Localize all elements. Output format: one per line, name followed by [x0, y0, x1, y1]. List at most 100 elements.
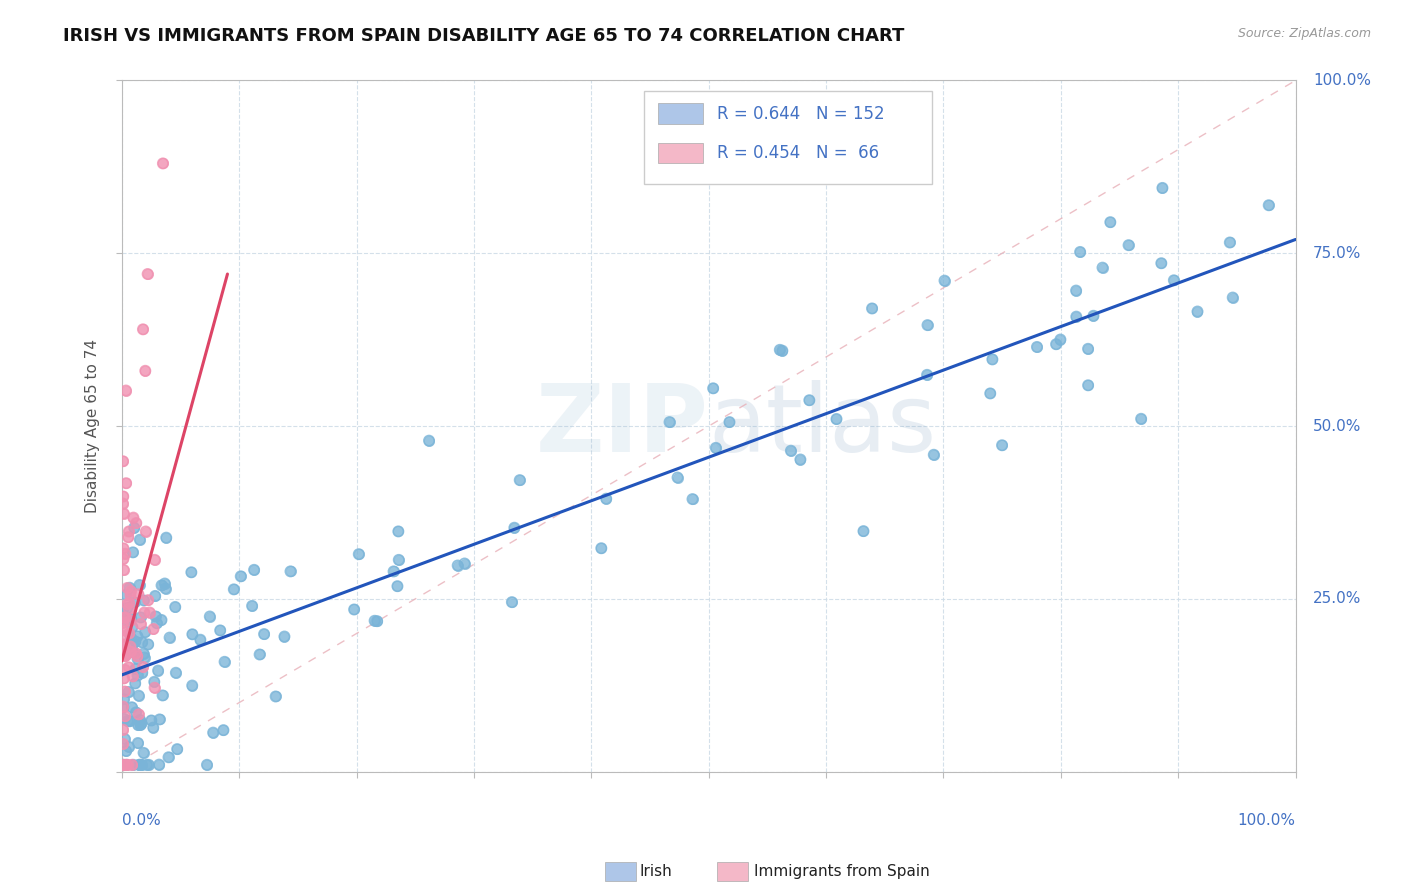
- Point: [240, 599, 263, 613]
- Point: [143, 589, 166, 603]
- Point: [150, 613, 173, 627]
- Point: [131, 716, 153, 731]
- Point: [509, 473, 531, 487]
- Point: [453, 557, 475, 571]
- Point: [273, 630, 295, 644]
- Point: [121, 669, 143, 683]
- Text: R = 0.454   N =  66: R = 0.454 N = 66: [717, 145, 879, 162]
- Point: [111, 757, 134, 772]
- Point: [118, 626, 141, 640]
- Point: [115, 597, 138, 611]
- Point: [1222, 291, 1244, 305]
- Point: [202, 725, 225, 739]
- Point: [1219, 235, 1241, 250]
- Point: [121, 645, 143, 659]
- Point: [121, 645, 143, 659]
- Point: [127, 718, 149, 732]
- Point: [142, 622, 165, 636]
- Point: [363, 614, 385, 628]
- Point: [112, 637, 135, 651]
- Point: [125, 647, 148, 661]
- Point: [125, 706, 148, 720]
- Point: [150, 578, 173, 592]
- Point: [121, 669, 143, 683]
- Point: [112, 692, 135, 706]
- Point: [1066, 310, 1088, 324]
- Point: [1064, 284, 1087, 298]
- Point: [127, 649, 149, 664]
- Point: [114, 610, 136, 624]
- Point: [114, 649, 136, 664]
- Point: [117, 714, 139, 728]
- Point: [1150, 256, 1173, 270]
- Point: [122, 757, 145, 772]
- Point: [148, 713, 170, 727]
- Point: [120, 614, 142, 628]
- Point: [143, 589, 166, 603]
- Point: [666, 470, 689, 484]
- Point: [115, 384, 138, 398]
- Point: [280, 565, 302, 579]
- Text: 25.0%: 25.0%: [1313, 591, 1361, 607]
- Point: [128, 757, 150, 772]
- Point: [128, 533, 150, 547]
- Point: [135, 757, 157, 772]
- Point: [155, 531, 177, 545]
- Point: [120, 631, 142, 645]
- Point: [114, 731, 136, 746]
- Point: [136, 593, 159, 607]
- Point: [129, 718, 152, 732]
- Point: [799, 393, 821, 408]
- Point: [128, 757, 150, 772]
- Point: [127, 736, 149, 750]
- Point: [1099, 215, 1122, 229]
- Point: [122, 521, 145, 535]
- Point: [155, 582, 177, 596]
- Point: [166, 742, 188, 756]
- Point: [1069, 244, 1091, 259]
- Point: [770, 343, 793, 358]
- Point: [136, 267, 159, 281]
- Point: [595, 491, 617, 506]
- Point: [122, 510, 145, 524]
- Point: [111, 699, 134, 714]
- Point: [501, 595, 523, 609]
- Point: [121, 700, 143, 714]
- Point: [138, 757, 160, 772]
- Point: [447, 558, 470, 573]
- Point: [180, 566, 202, 580]
- Point: [112, 700, 135, 714]
- Point: [111, 723, 134, 737]
- Text: 75.0%: 75.0%: [1313, 246, 1361, 260]
- FancyBboxPatch shape: [644, 91, 932, 184]
- Point: [135, 757, 157, 772]
- Point: [111, 737, 134, 751]
- Point: [111, 615, 134, 630]
- Point: [1026, 340, 1049, 354]
- Point: [129, 757, 152, 772]
- Point: [387, 524, 409, 539]
- Point: [1077, 378, 1099, 392]
- Point: [131, 665, 153, 680]
- Point: [121, 757, 143, 772]
- Point: [122, 545, 145, 559]
- Point: [115, 588, 138, 602]
- Point: [111, 699, 134, 714]
- Point: [111, 757, 134, 772]
- Point: [181, 679, 204, 693]
- Point: [1150, 256, 1173, 270]
- Point: [132, 746, 155, 760]
- Point: [181, 627, 204, 641]
- Point: [280, 565, 302, 579]
- Point: [122, 521, 145, 535]
- Point: [118, 739, 141, 754]
- Point: [141, 714, 163, 728]
- Point: [112, 637, 135, 651]
- Point: [166, 742, 188, 756]
- Point: [1069, 244, 1091, 259]
- Point: [115, 757, 138, 772]
- Point: [111, 699, 134, 714]
- Point: [363, 614, 385, 628]
- Point: [212, 723, 235, 738]
- Point: [127, 652, 149, 666]
